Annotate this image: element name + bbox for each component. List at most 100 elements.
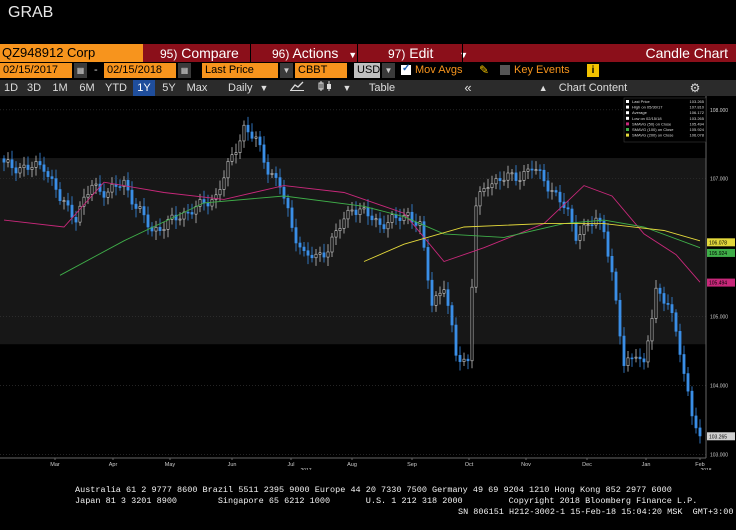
candle-body [518, 180, 522, 182]
key-events-checkbox[interactable] [500, 65, 510, 75]
candle-body [686, 373, 690, 392]
price-field-select[interactable]: Last Price [202, 63, 278, 78]
y-tick-label: 108.000 [710, 108, 728, 114]
x-tick-label: Jul [287, 462, 294, 468]
calendar-icon[interactable]: ▦ [178, 63, 191, 78]
candle-body [146, 214, 150, 228]
interval-select[interactable]: Daily ▼ [228, 80, 274, 96]
candle-body [642, 358, 646, 363]
candle-body [358, 208, 362, 215]
range-button-5y[interactable]: 5Y [162, 82, 176, 94]
toolbar-divider [462, 44, 463, 62]
candle-body [422, 221, 426, 248]
candle-body [602, 220, 606, 233]
candle-body [630, 357, 634, 360]
candle-body [530, 168, 534, 171]
mov-avgs-checkbox[interactable] [401, 63, 411, 75]
candle-body [190, 212, 194, 215]
ticker-field[interactable]: QZ948912 Corp [0, 44, 143, 62]
candle-body [386, 222, 390, 230]
dropdown-icon[interactable]: ▼ [280, 63, 293, 78]
source-field[interactable]: CBBT [295, 63, 347, 78]
x-tick-label: Jun [228, 462, 237, 468]
candle-body [426, 247, 430, 281]
range-button-6m[interactable]: 6M [79, 82, 95, 94]
info-icon[interactable]: i [587, 64, 599, 77]
legend-value: 103.265 [690, 99, 705, 104]
price-chart[interactable]: 108.000 107.000 105.000 104.000 103.000 Mar Ap… [0, 96, 736, 474]
candle-body [22, 164, 26, 168]
legend-swatch [626, 116, 629, 120]
caret-down-icon[interactable]: ▼ [342, 83, 352, 93]
legend-swatch [626, 105, 629, 109]
candle-body [298, 242, 302, 248]
candle-body [82, 196, 86, 207]
range-button-ytd[interactable]: YTD [105, 82, 127, 94]
range-button-3d[interactable]: 3D [26, 82, 42, 94]
candle-body [586, 224, 590, 227]
range-button-max[interactable]: Max [186, 82, 208, 94]
range-button-1d[interactable]: 1D [3, 82, 19, 94]
candle-body [474, 205, 478, 288]
candle-body [102, 191, 106, 198]
candle-body [626, 357, 630, 366]
actions-menu[interactable]: 96) Actions ▼ [272, 44, 357, 62]
candle-body [46, 171, 50, 177]
start-date-field[interactable]: 02/15/2017 [0, 63, 72, 78]
line-chart-icon[interactable] [286, 80, 308, 96]
candle-body [290, 207, 294, 228]
candle-body [186, 211, 190, 214]
candle-body [390, 214, 394, 223]
candle-style-icon[interactable] [312, 80, 338, 96]
toolbar-divider [250, 44, 251, 62]
year-label: 2018 [700, 468, 711, 470]
y-tick-label: 107.000 [710, 177, 728, 183]
candle-body [682, 354, 686, 374]
collapse-back-button[interactable]: « [464, 80, 472, 95]
candle-body [2, 158, 6, 163]
candle-body [254, 136, 258, 139]
legend-swatch [626, 128, 629, 131]
dropdown-icon[interactable]: ▼ [382, 63, 395, 78]
x-tick-label: Dec [582, 462, 592, 468]
candle-body [398, 217, 402, 221]
legend-swatch [626, 133, 629, 137]
candle-body [30, 167, 34, 170]
candle-body [262, 144, 266, 163]
table-button[interactable]: Table [368, 82, 396, 94]
candle-body [466, 358, 470, 362]
candle-body [86, 194, 90, 198]
currency-field[interactable]: USD [354, 63, 380, 78]
range-button-1m[interactable]: 1M [52, 82, 68, 94]
candle-body [566, 207, 570, 210]
candle-body [242, 124, 246, 142]
candle-body [690, 390, 694, 417]
candle-body [594, 217, 598, 226]
range-band [0, 158, 706, 345]
edit-menu[interactable]: 97) Edit ▼ [388, 44, 468, 62]
end-date-field[interactable]: 02/15/2018 [104, 63, 176, 78]
candle-body [654, 287, 658, 319]
candle-body [442, 289, 446, 294]
candle-body [306, 250, 310, 256]
range-button-1y[interactable]: 1Y [133, 80, 155, 96]
candle-body [18, 167, 22, 174]
candle-body [342, 218, 346, 229]
candle-body [494, 178, 498, 185]
chart-content-tab: ▲ Chart Content [518, 80, 648, 96]
candle-body [246, 124, 250, 133]
pencil-icon[interactable]: ✎ [479, 63, 490, 77]
gear-icon[interactable]: ⚙ [689, 81, 701, 95]
candle-body [614, 271, 618, 301]
legend-value: 103.265 [690, 116, 705, 121]
candle-body [118, 186, 122, 188]
candle-body [278, 177, 282, 188]
candle-body [334, 230, 338, 238]
candle-body [554, 190, 558, 193]
candle-body [154, 226, 158, 232]
compare-menu[interactable]: 95) Compare [160, 44, 239, 62]
date-dash: - [94, 64, 98, 76]
calendar-icon[interactable]: ▦ [74, 63, 87, 78]
candle-body [606, 231, 610, 257]
candle-body [674, 312, 678, 332]
